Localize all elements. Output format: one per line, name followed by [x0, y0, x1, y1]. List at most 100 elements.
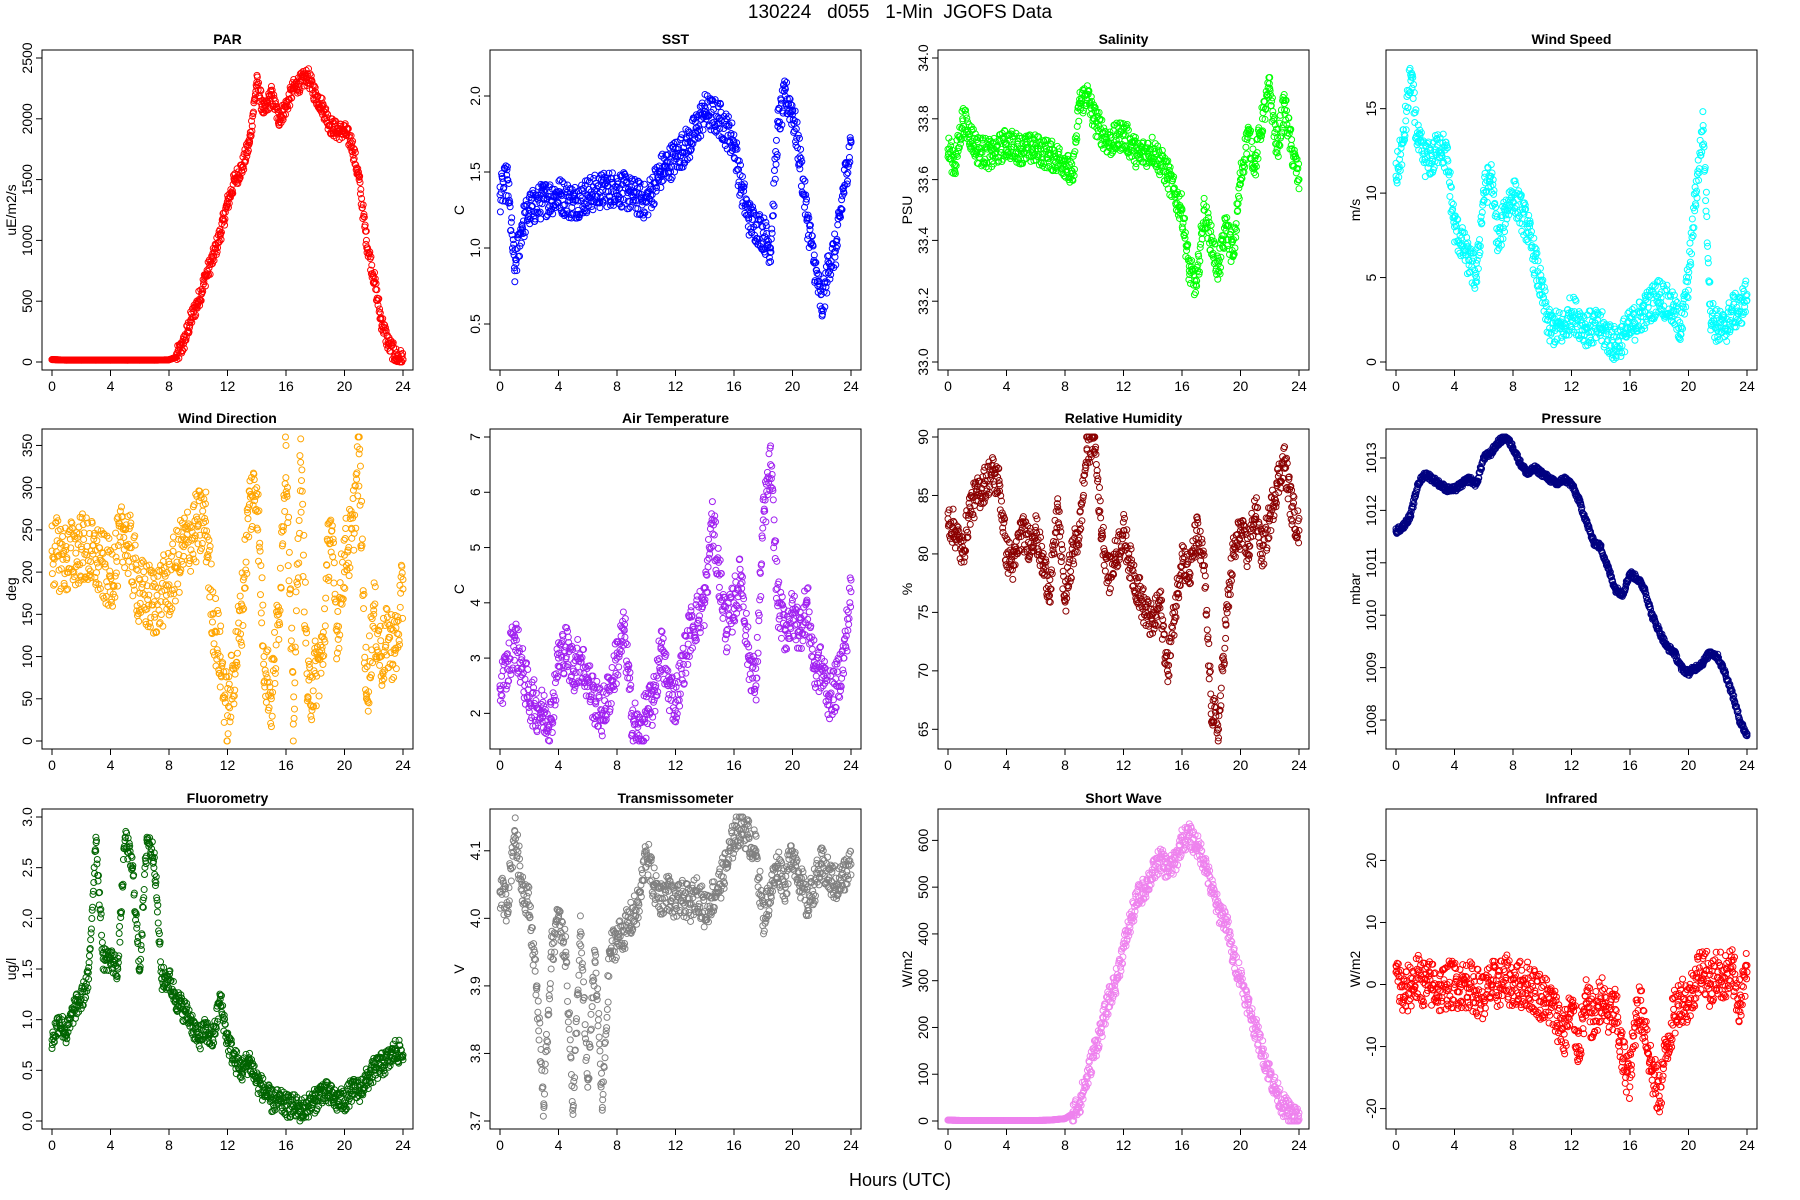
data-point — [216, 683, 224, 691]
data-point — [802, 191, 810, 199]
data-point — [80, 535, 88, 543]
data-point — [224, 203, 232, 211]
data-point — [330, 579, 338, 587]
data-point — [334, 607, 342, 615]
data-point — [199, 280, 207, 288]
data-point — [217, 236, 225, 244]
data-point — [955, 144, 963, 152]
y-tick-label: 7 — [467, 433, 483, 441]
series-points — [496, 442, 855, 745]
data-point — [175, 354, 183, 362]
data-point — [517, 239, 525, 247]
data-point — [371, 600, 379, 608]
data-point — [247, 132, 255, 140]
data-point — [847, 139, 855, 147]
data-point — [503, 171, 511, 179]
data-point — [639, 211, 647, 219]
x-tick-label: 12 — [220, 757, 236, 773]
data-point — [257, 87, 265, 95]
y-axis-label: uE/m2/s — [3, 184, 19, 235]
x-tick-label: 0 — [48, 757, 56, 773]
data-point — [512, 260, 520, 268]
data-point — [806, 221, 814, 229]
data-point — [805, 214, 813, 222]
y-tick-label: 2.0 — [467, 86, 483, 106]
data-point — [134, 566, 142, 574]
data-point — [809, 242, 817, 250]
x-tick-label: 8 — [165, 378, 173, 394]
data-point — [664, 151, 672, 159]
data-point — [233, 649, 241, 657]
data-point — [802, 198, 810, 206]
data-point — [839, 185, 847, 193]
data-point — [214, 244, 222, 252]
data-point — [275, 635, 283, 643]
data-point — [771, 175, 779, 183]
data-point — [778, 99, 786, 107]
data-point — [604, 174, 612, 182]
data-point — [351, 148, 359, 156]
x-tick-label: 20 — [785, 757, 801, 773]
data-point — [183, 508, 191, 516]
data-point — [567, 214, 575, 222]
data-point — [818, 310, 826, 318]
data-point — [651, 167, 659, 175]
data-point — [396, 603, 404, 611]
data-point — [766, 244, 774, 252]
data-point — [730, 131, 738, 139]
x-tick-label: 24 — [395, 378, 411, 394]
data-point — [256, 591, 264, 599]
data-point — [612, 182, 620, 190]
data-point — [1011, 155, 1019, 163]
data-point — [708, 96, 716, 104]
data-point — [187, 567, 195, 575]
data-point — [506, 203, 514, 211]
data-point — [964, 131, 972, 139]
panel-title: Wind Speed — [1532, 31, 1612, 47]
data-point — [769, 212, 777, 220]
data-point — [499, 197, 507, 205]
x-tick-label: 0 — [48, 378, 56, 394]
data-point — [356, 190, 364, 198]
data-point — [759, 234, 767, 242]
data-point — [598, 171, 606, 179]
data-point — [208, 618, 216, 626]
x-tick-label: 0 — [496, 378, 504, 394]
x-tick-label: 20 — [337, 378, 353, 394]
data-point — [360, 605, 368, 613]
data-point — [959, 115, 967, 123]
data-point — [502, 162, 510, 170]
data-point — [599, 199, 607, 207]
data-point — [358, 194, 366, 202]
data-point — [802, 195, 810, 203]
data-point — [311, 84, 319, 92]
data-point — [109, 602, 117, 610]
data-point — [644, 211, 652, 219]
data-point — [806, 222, 814, 230]
data-point — [745, 215, 753, 223]
data-point — [507, 218, 515, 226]
data-point — [558, 192, 566, 200]
data-point — [135, 617, 143, 625]
y-tick-label: 4 — [467, 599, 483, 607]
data-point — [762, 218, 770, 226]
data-point — [617, 195, 625, 203]
data-point — [354, 168, 362, 176]
data-point — [711, 96, 719, 104]
data-point — [242, 156, 250, 164]
data-point — [838, 196, 846, 204]
data-point — [794, 131, 802, 139]
data-point — [268, 86, 276, 94]
x-tick-label: 24 — [1739, 378, 1755, 394]
data-point — [797, 145, 805, 153]
data-point — [347, 144, 355, 152]
data-point — [717, 100, 725, 108]
data-point — [347, 507, 355, 515]
data-point — [276, 564, 284, 572]
data-point — [684, 138, 692, 146]
data-point — [843, 170, 851, 178]
data-point — [171, 597, 179, 605]
data-point — [719, 135, 727, 143]
